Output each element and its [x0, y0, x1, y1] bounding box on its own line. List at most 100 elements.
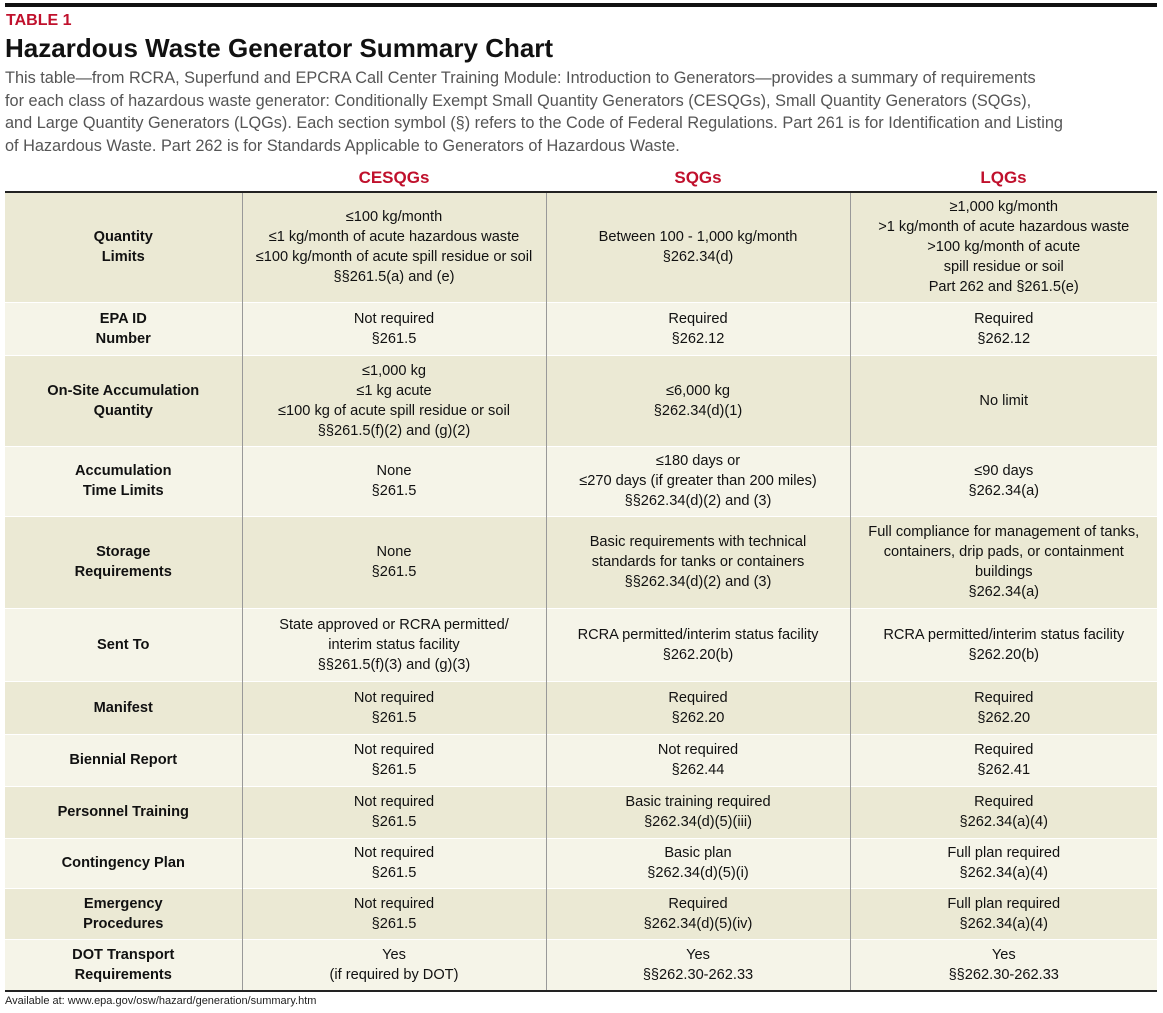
cell: Yes §§262.30-262.33: [545, 938, 850, 990]
row-label: Quantity Limits: [5, 191, 242, 302]
label-line: Manifest: [93, 699, 153, 716]
label-line: Procedures: [83, 915, 164, 932]
cell-line: Not required: [353, 895, 435, 912]
cell-line: None: [376, 463, 412, 479]
cell-line: §262.44: [671, 762, 725, 778]
column-header: SQGs: [546, 164, 850, 193]
table-label: TABLE 1: [6, 12, 72, 29]
row-label: Contingency Plan: [5, 837, 242, 888]
table-row: DOT Transport Requirements Yes (if required…: [5, 938, 1157, 990]
cell-line: RCRA permitted/interim status facility: [883, 626, 1125, 643]
cell-line: §262.34(d)(5)(iii): [644, 814, 752, 830]
cell-line: §262.34(a)(4): [959, 915, 1048, 932]
cell: Required §262.12: [545, 301, 850, 355]
cell: Required §262.20: [545, 680, 850, 734]
cell: ≤1,000 kg ≤1 kg acute ≤100 kg of acute spi…: [241, 354, 546, 446]
cell-line: §261.5: [371, 330, 417, 347]
bottom-rule: [5, 990, 1157, 992]
cell-line: Required: [974, 689, 1034, 706]
cell-line: None: [376, 544, 412, 560]
footnote: Available at: www.epa.gov/osw/hazard/gen…: [5, 995, 317, 1007]
label-line: Number: [95, 330, 151, 347]
label-line: Contingency Plan: [61, 855, 185, 871]
row-label: Biennial Report: [5, 733, 242, 786]
label-line: Biennial Report: [69, 752, 178, 768]
cell-line: Required: [668, 310, 728, 327]
cell-line: §262.20(b): [968, 646, 1040, 663]
cell-line: buildings: [974, 564, 1033, 580]
cell-line: containers, drip pads, or containment: [883, 544, 1124, 560]
cell-line: Not required: [353, 742, 435, 758]
cell-line: §262.20(b): [662, 646, 734, 663]
cell-line: Required: [974, 742, 1034, 758]
cell: Required §262.34(d)(5)(iv): [545, 887, 850, 939]
cell-line: ≤1,000 kg: [362, 362, 426, 379]
cell-line: Required: [668, 689, 728, 706]
cell-line: §262.20: [977, 709, 1031, 726]
cell-line: Full plan required: [947, 895, 1061, 912]
title: Hazardous Waste Generator Summary Chart: [5, 33, 554, 63]
cell-line: Not required: [353, 794, 435, 810]
cell: ≥1,000 kg/month >1 kg/month of acute haza…: [849, 191, 1157, 302]
table-row: Storage Requirements None §261.5 Basic requi…: [5, 515, 1157, 608]
cell-line: §262.34(a): [968, 584, 1040, 600]
cell-line: >100 kg/month of acute: [927, 239, 1081, 256]
cell-line: §262.41: [977, 762, 1031, 778]
label-line: EPA ID: [99, 310, 147, 327]
cell-line: spill residue or soil: [943, 259, 1064, 276]
cell-line: Basic training required: [625, 794, 771, 810]
cell-line: §§261.5(f)(3) and (g)(3): [317, 656, 471, 673]
cell-line: State approved or RCRA permitted/: [279, 616, 509, 633]
cell-line: ≤1 kg/month of acute hazardous waste: [268, 229, 520, 246]
cell: Full plan required §262.34(a)(4): [849, 837, 1157, 888]
cell-line: ≤1 kg acute: [356, 382, 432, 399]
table-row: Sent To State approved or RCRA permitted/…: [5, 607, 1157, 681]
cell-line: ≥1,000 kg/month: [949, 199, 1059, 216]
cell: RCRA permitted/interim status facility §2…: [545, 607, 850, 681]
cell-line: ≤100 kg/month of acute spill residue or …: [255, 249, 533, 266]
header-row: CESQGs SQGs LQGs: [5, 164, 1157, 193]
cell-line: §261.5: [371, 709, 417, 726]
cell: Not required §261.5: [241, 837, 546, 888]
cell-line: ≤100 kg of acute spill residue or soil: [278, 402, 510, 419]
cell-line: §262.34(d)(5)(i): [647, 865, 749, 881]
cell-line: §262.20: [671, 709, 725, 726]
row-label: On-Site Accumulation Quantity: [5, 354, 242, 446]
label-line: Accumulation: [75, 463, 172, 479]
cell-line: Between 100 - 1,000 kg/month: [598, 229, 798, 246]
cell: Basic plan §262.34(d)(5)(i): [545, 837, 850, 888]
cell-line: ≤100 kg/month: [345, 209, 443, 226]
cell: Required §262.34(a)(4): [849, 785, 1157, 838]
cell-line: §262.34(a)(4): [959, 865, 1048, 881]
summary-table: CESQGs SQGs LQGs Quantity Limits ≤100 kg/mon…: [5, 164, 1157, 990]
intro-line: for each class of hazardous waste genera…: [5, 91, 1032, 110]
label-line: Limits: [101, 249, 145, 266]
table-row: Accumulation Time Limits None §261.5 ≤180 da…: [5, 445, 1157, 516]
cell: ≤90 days §262.34(a): [849, 445, 1157, 516]
table-row: Manifest Not required §261.5 Required §262.2…: [5, 680, 1157, 734]
cell-line: Not required: [353, 689, 435, 706]
cell-line: §§262.34(d)(2) and (3): [624, 493, 772, 509]
row-label: EPA ID Number: [5, 301, 242, 355]
cell: Full plan required §262.34(a)(4): [849, 887, 1157, 939]
cell-line: §§262.34(d)(2) and (3): [624, 574, 772, 590]
cell: Yes (if required by DOT): [241, 938, 546, 990]
cell-line: Yes: [382, 946, 406, 963]
cell-line: Not required: [353, 310, 435, 327]
table-row: Personnel Training Not required §261.5 Basi…: [5, 785, 1157, 838]
cell: Not required §261.5: [241, 785, 546, 838]
table-row: On-Site Accumulation Quantity ≤1,000 kg ≤1 …: [5, 354, 1157, 446]
cell: Full compliance for management of tanks,…: [849, 515, 1157, 608]
cell: Between 100 - 1,000 kg/month §262.34(d): [545, 191, 850, 302]
cell: Basic requirements with technical standar…: [545, 515, 850, 608]
cell: Yes §§262.30-262.33: [849, 938, 1157, 990]
cell-line: §262.34(d)(5)(iv): [643, 915, 753, 932]
cell-line: §262.12: [977, 330, 1031, 347]
cell-line: §262.34(a)(4): [959, 814, 1048, 830]
label-line: Storage: [96, 544, 151, 560]
cell-line: (if required by DOT): [329, 966, 459, 983]
cell-line: ≤180 days or: [655, 453, 741, 469]
cell-line: Basic requirements with technical: [589, 534, 807, 550]
intro-line: and Large Quantity Generators (LQGs). Ea…: [5, 114, 1063, 133]
